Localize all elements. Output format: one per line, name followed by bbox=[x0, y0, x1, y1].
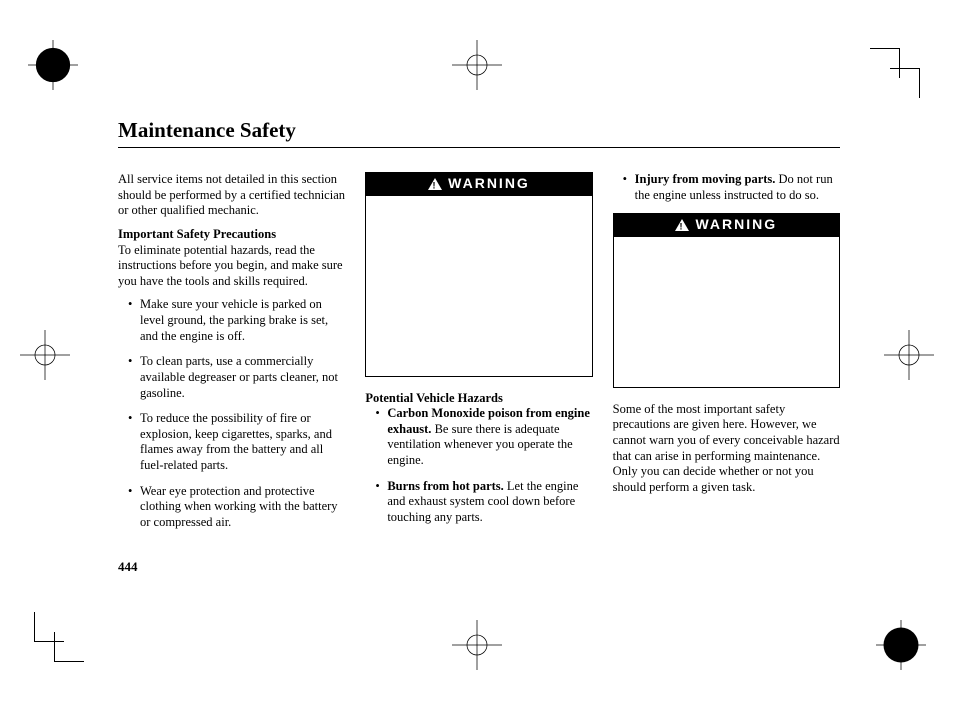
warning-box-1: ! WARNING bbox=[365, 172, 592, 377]
svg-text:!: ! bbox=[433, 180, 438, 190]
crop-mark-top-right-inner bbox=[890, 68, 920, 98]
registration-mark-bottom-center bbox=[452, 620, 502, 670]
precautions-lead: To eliminate potential hazards, read the… bbox=[118, 243, 343, 288]
precautions-heading: Important Safety Precautions bbox=[118, 227, 276, 241]
warning-label: WARNING bbox=[695, 216, 777, 234]
crop-mark-bottom-left bbox=[54, 632, 84, 662]
list-item: Burns from hot parts. Let the engine and… bbox=[375, 479, 592, 526]
list-item: Wear eye protection and protective cloth… bbox=[128, 484, 345, 531]
column-2: ! WARNING Potential Vehicle Hazards Carb… bbox=[365, 172, 592, 541]
intro-paragraph: All service items not detailed in this s… bbox=[118, 172, 345, 219]
registration-mark-top-left bbox=[28, 40, 78, 90]
warning-header: ! WARNING bbox=[366, 173, 591, 196]
list-item: To clean parts, use a commercially avail… bbox=[128, 354, 345, 401]
registration-mark-mid-left bbox=[20, 330, 70, 380]
warning-triangle-icon: ! bbox=[428, 178, 442, 190]
column-1: All service items not detailed in this s… bbox=[118, 172, 345, 541]
columns: All service items not detailed in this s… bbox=[118, 172, 840, 541]
svg-text:!: ! bbox=[680, 222, 685, 232]
closing-paragraph: Some of the most important safety precau… bbox=[613, 402, 840, 496]
warning-box-2: ! WARNING bbox=[613, 213, 840, 388]
precautions-list: Make sure your vehicle is parked on leve… bbox=[118, 297, 345, 530]
warning-label: WARNING bbox=[448, 175, 530, 193]
precautions-block: Important Safety Precautions To eliminat… bbox=[118, 227, 345, 290]
list-item: Injury from moving parts. Do not run the… bbox=[623, 172, 840, 203]
hazards-list-cont: Injury from moving parts. Do not run the… bbox=[613, 172, 840, 203]
page-number: 444 bbox=[118, 559, 840, 575]
page-title: Maintenance Safety bbox=[118, 118, 840, 148]
list-item: Carbon Monoxide poison from engine exhau… bbox=[375, 406, 592, 469]
registration-mark-bottom-right bbox=[876, 620, 926, 670]
list-item: Make sure your vehicle is parked on leve… bbox=[128, 297, 345, 344]
hazards-list: Carbon Monoxide poison from engine exhau… bbox=[365, 406, 592, 525]
hazard-bold: Burns from hot parts. bbox=[387, 479, 503, 493]
list-item: To reduce the possibility of fire or exp… bbox=[128, 411, 345, 474]
page-content: Maintenance Safety All service items not… bbox=[118, 118, 840, 575]
hazards-heading: Potential Vehicle Hazards bbox=[365, 391, 592, 407]
warning-header: ! WARNING bbox=[614, 214, 839, 237]
column-3: Injury from moving parts. Do not run the… bbox=[613, 172, 840, 541]
registration-mark-mid-right bbox=[884, 330, 934, 380]
warning-triangle-icon: ! bbox=[675, 219, 689, 231]
warning-body bbox=[366, 196, 591, 376]
warning-body bbox=[614, 237, 839, 387]
hazard-bold: Injury from moving parts. bbox=[635, 172, 776, 186]
registration-mark-top-center bbox=[452, 40, 502, 90]
